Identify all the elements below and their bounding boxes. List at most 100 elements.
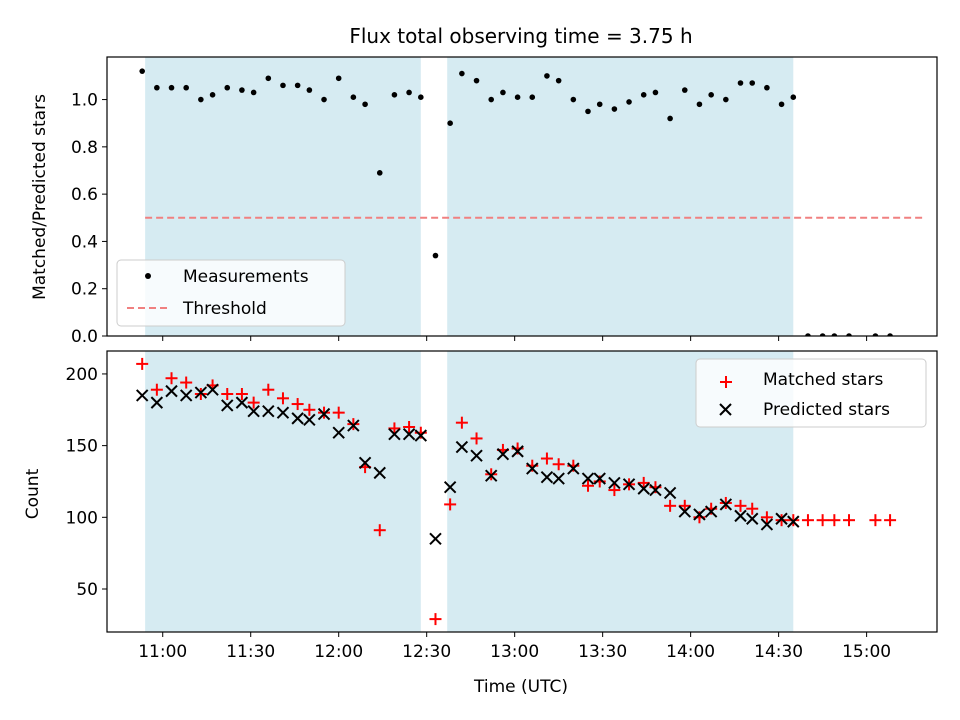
bottom-series-matched-stars <box>136 357 897 626</box>
legend-predicted-label: Predicted stars <box>763 400 890 420</box>
bottom-plot-area <box>135 357 897 626</box>
matched-point <box>760 511 773 524</box>
predicted-point-b <box>775 512 788 525</box>
legend-matched-marker <box>720 376 732 388</box>
predicted-point <box>150 396 164 409</box>
measurement-point <box>447 120 453 127</box>
predicted-point <box>135 389 149 402</box>
predicted-point <box>317 407 331 421</box>
legend-threshold-label: Threshold <box>182 299 267 319</box>
matched-point <box>303 403 316 416</box>
matched-point <box>801 514 814 527</box>
predicted-point <box>622 478 636 491</box>
predicted-point-b <box>496 448 510 461</box>
x-tick-label: 11:00 <box>138 642 187 662</box>
predicted-point <box>414 429 428 442</box>
matched-point <box>262 383 275 396</box>
bottom-axes-frame <box>106 350 938 633</box>
predicted-point-b <box>567 462 580 475</box>
predicted-point <box>663 486 677 500</box>
measurement-point <box>391 92 398 98</box>
matched-point <box>247 396 260 409</box>
matched-point <box>276 392 289 405</box>
predicted-point <box>719 498 733 511</box>
measurement-point <box>611 106 618 112</box>
predicted-point <box>388 427 401 441</box>
top-y-tick-label: 0.6 <box>71 185 98 205</box>
predicted-point <box>470 449 483 462</box>
predicted-point-b <box>150 396 164 409</box>
predicted-point-b <box>388 427 401 441</box>
predicted-point <box>787 515 800 528</box>
x-tick-label: 14:00 <box>666 642 715 662</box>
predicted-point-b <box>678 505 691 518</box>
predicted-point <box>496 448 510 461</box>
x-tick-label: 11:30 <box>226 642 275 662</box>
predicted-point <box>402 427 416 441</box>
predicted-point-b <box>484 469 498 482</box>
top-y-tick-label: 0.2 <box>71 280 98 300</box>
measurement-point <box>626 99 632 105</box>
predicted-point-b <box>637 482 650 495</box>
predicted-point-b <box>608 476 621 490</box>
matched-point <box>388 422 401 435</box>
matched-point <box>403 420 416 433</box>
matched-point <box>373 524 386 537</box>
predicted-point <box>262 405 275 418</box>
measurement-point <box>831 333 838 336</box>
predicted-point <box>179 389 193 402</box>
measurement-point <box>737 80 744 86</box>
predicted-point-b <box>622 478 636 491</box>
predicted-point-b <box>276 406 290 419</box>
matched-point <box>816 514 829 527</box>
predicted-point <box>693 508 706 521</box>
matched-point <box>828 514 841 527</box>
predicted-point <box>455 440 469 454</box>
predicted-point <box>358 456 372 470</box>
predicted-point <box>221 399 234 412</box>
matched-point <box>843 514 856 527</box>
bottom-y-tick-label: 200 <box>66 365 98 385</box>
predicted-point-b <box>429 532 442 546</box>
measurement-point <box>696 101 703 108</box>
measurement-point <box>294 82 301 89</box>
measurement-point <box>139 68 145 74</box>
measurement-point <box>514 94 521 100</box>
predicted-point <box>443 480 457 494</box>
matched-point <box>664 499 677 512</box>
predicted-point-b <box>402 427 416 441</box>
predicted-point-b <box>693 508 706 521</box>
matched-point <box>165 372 178 385</box>
predicted-point-b <box>719 498 733 511</box>
predicted-point <box>593 472 606 485</box>
predicted-point-b <box>303 413 316 427</box>
measurement-point <box>224 84 231 91</box>
matched-point <box>734 499 747 512</box>
predicted-point <box>581 472 595 485</box>
measurement-point <box>667 115 673 122</box>
predicted-point-b <box>317 407 331 421</box>
matched-point <box>194 388 207 401</box>
matched-point <box>180 376 193 389</box>
measurement-point <box>488 96 495 103</box>
legend-matched-label: Matched stars <box>763 370 883 390</box>
measurement-point <box>500 89 506 96</box>
predicted-point <box>206 383 219 396</box>
matched-point <box>787 514 800 527</box>
matched-point <box>291 398 304 411</box>
x-tick-label: 14:30 <box>754 642 803 662</box>
matched-point <box>235 388 248 401</box>
measurement-point <box>778 101 785 108</box>
predicted-point <box>332 426 345 439</box>
matched-point <box>221 388 234 401</box>
predicted-point-b <box>663 486 677 500</box>
bottom-series-predicted-stars <box>135 383 800 546</box>
matched-point <box>347 418 360 431</box>
matched-point <box>485 468 498 481</box>
x-tick-label: 13:30 <box>578 642 627 662</box>
matched-point <box>470 432 483 445</box>
predicted-point <box>347 419 360 432</box>
bottom-y-tick-label: 50 <box>76 580 98 600</box>
predicted-point-b <box>649 483 662 497</box>
